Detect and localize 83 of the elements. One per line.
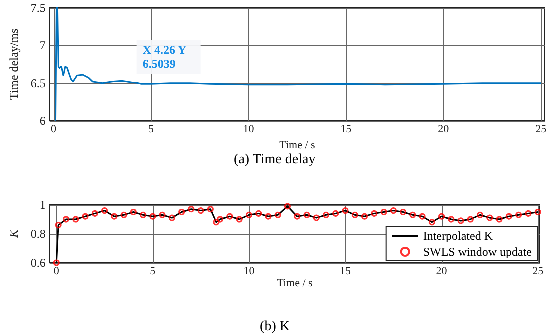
point bbox=[380, 209, 388, 216]
point bbox=[332, 210, 340, 217]
point bbox=[525, 210, 532, 217]
point bbox=[159, 212, 166, 218]
point bbox=[198, 208, 204, 214]
point bbox=[516, 212, 522, 218]
x-tick-label: 25 bbox=[536, 124, 548, 136]
x-tick-label: 15 bbox=[340, 124, 352, 136]
y-tick-label: 0.6 bbox=[30, 256, 46, 270]
annotation: X 4.26 Y 6.5039 bbox=[142, 43, 190, 72]
x-tick-label: 5 bbox=[150, 266, 156, 278]
point bbox=[140, 212, 147, 218]
point bbox=[304, 212, 310, 218]
line-series bbox=[56, 206, 539, 264]
point bbox=[236, 216, 243, 223]
x-tick-label: 10 bbox=[244, 266, 256, 278]
point bbox=[265, 213, 272, 220]
point bbox=[400, 209, 407, 216]
text: (a) Time delay bbox=[234, 152, 316, 168]
y-tick-label: 0.8 bbox=[30, 227, 46, 241]
point bbox=[371, 210, 378, 217]
point bbox=[534, 209, 542, 216]
point bbox=[362, 213, 368, 220]
point bbox=[102, 208, 108, 214]
point bbox=[168, 214, 176, 222]
point bbox=[246, 212, 252, 218]
point bbox=[506, 213, 512, 220]
point bbox=[448, 216, 455, 223]
y-tick-label: 6 bbox=[40, 114, 46, 128]
point bbox=[428, 219, 436, 226]
x-tick-label: 25 bbox=[532, 266, 544, 278]
point bbox=[486, 214, 494, 222]
point bbox=[352, 212, 358, 218]
point bbox=[496, 216, 503, 223]
point bbox=[92, 210, 98, 217]
x-tick-label: 0 bbox=[54, 266, 60, 278]
point bbox=[130, 209, 137, 216]
point bbox=[150, 213, 156, 220]
x-axis-title: Time / s bbox=[280, 139, 316, 152]
point bbox=[458, 218, 464, 224]
point bbox=[178, 209, 186, 216]
x-tick-label: 0 bbox=[51, 124, 58, 136]
y-tick-label: 6.5 bbox=[30, 76, 46, 90]
y-tick-label: 7 bbox=[40, 38, 46, 53]
point bbox=[53, 260, 60, 266]
x-tick-label: 15 bbox=[340, 266, 352, 278]
y-axis-title: Time delay/ms bbox=[7, 28, 21, 100]
x-axis-title: Time / s bbox=[277, 278, 313, 290]
x-tick-label: 5 bbox=[148, 124, 155, 136]
point bbox=[323, 212, 330, 218]
point bbox=[294, 213, 301, 220]
point bbox=[82, 213, 89, 220]
point bbox=[256, 210, 262, 217]
point bbox=[217, 216, 224, 223]
legend-label: SWLS window update bbox=[423, 245, 532, 259]
x-tick-label: 10 bbox=[243, 124, 255, 136]
point bbox=[274, 212, 282, 218]
line-series bbox=[55, 7, 542, 122]
text: (b) K bbox=[260, 320, 290, 334]
point bbox=[313, 214, 320, 222]
x-tick-label: 20 bbox=[436, 266, 448, 278]
point bbox=[438, 213, 446, 220]
point bbox=[410, 212, 416, 218]
point bbox=[120, 212, 128, 218]
point bbox=[390, 208, 397, 214]
y-tick-label: 1 bbox=[40, 198, 46, 212]
point bbox=[72, 216, 80, 223]
point bbox=[467, 216, 474, 223]
point bbox=[63, 216, 70, 223]
point bbox=[207, 206, 214, 213]
point bbox=[477, 212, 484, 218]
x-tick-label: 20 bbox=[438, 124, 450, 136]
point bbox=[111, 213, 118, 220]
point bbox=[188, 206, 195, 213]
y-axis-title: K bbox=[7, 229, 21, 240]
point bbox=[226, 213, 234, 220]
y-tick-label: 7.5 bbox=[30, 1, 46, 15]
point bbox=[284, 203, 291, 210]
point bbox=[55, 222, 62, 229]
point bbox=[342, 208, 349, 214]
legend-label: Interpolated K bbox=[423, 229, 494, 243]
point bbox=[419, 213, 426, 220]
point bbox=[213, 219, 220, 226]
